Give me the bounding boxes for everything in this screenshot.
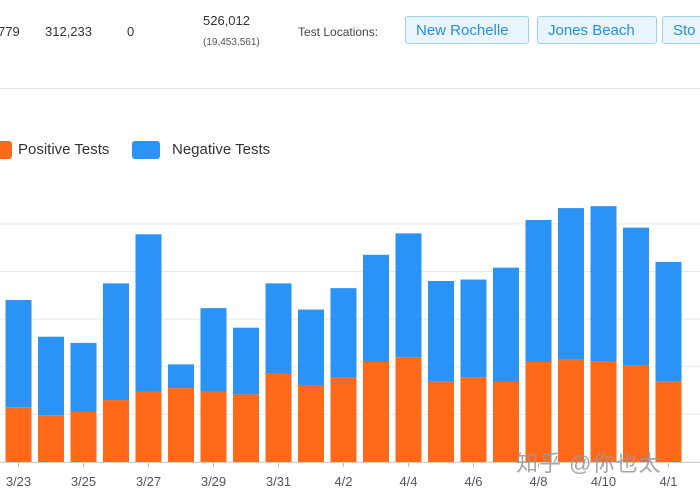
section-divider xyxy=(0,88,700,89)
bar-positive-4-4[interactable] xyxy=(395,357,422,462)
bar-negative-3-30[interactable] xyxy=(233,327,259,395)
bar-positive-4-7[interactable] xyxy=(493,381,519,462)
bar-positive-4-1[interactable] xyxy=(298,385,324,462)
bar-negative-3-27[interactable] xyxy=(135,234,162,392)
bar-negative-4-12[interactable] xyxy=(655,261,682,382)
x-tick-label: 3/27 xyxy=(136,474,161,489)
test-locations-label: Test Locations: xyxy=(298,25,379,39)
bar-negative-4-2[interactable] xyxy=(330,288,357,378)
stat-value-4: 526,012 xyxy=(203,13,250,28)
bar-positive-3-27[interactable] xyxy=(135,391,162,462)
bar-positive-4-12[interactable] xyxy=(655,381,682,462)
bar-positive-4-8[interactable] xyxy=(525,361,552,462)
watermark: 知乎 @你也太 xyxy=(516,451,662,476)
bar-negative-4-8[interactable] xyxy=(525,220,552,362)
stat-value-1: 779 xyxy=(0,24,20,39)
x-tick-label: 4/2 xyxy=(334,474,352,489)
bar-negative-4-7[interactable] xyxy=(493,267,519,382)
legend-label-negative[interactable]: Negative Tests xyxy=(172,141,271,158)
bar-positive-4-5[interactable] xyxy=(428,381,454,462)
legend-label-positive[interactable]: Positive Tests xyxy=(18,141,110,158)
x-axis-ticks: 3/23 3/25 3/27 3/29 3/31 4/2 4/4 4/6 4/8 4/10 4/1 xyxy=(6,462,678,489)
stacked-bar-chart: 3/23 3/25 3/27 3/29 3/31 4/2 4/4 4/6 4/8 4/10 4/1 xyxy=(0,206,700,489)
bars xyxy=(5,206,682,462)
legend-swatch-positive xyxy=(0,141,12,159)
bar-negative-3-26[interactable] xyxy=(103,283,129,401)
bar-negative-4-4[interactable] xyxy=(395,233,422,358)
bar-negative-4-10[interactable] xyxy=(590,206,617,362)
bar-positive-3-24[interactable] xyxy=(38,415,64,462)
bar-positive-3-25[interactable] xyxy=(70,411,97,462)
bar-negative-4-3[interactable] xyxy=(363,254,389,362)
x-tick-label: 3/29 xyxy=(201,474,226,489)
bar-negative-3-25[interactable] xyxy=(70,342,97,412)
x-tick-label: 4/8 xyxy=(529,474,547,489)
bar-positive-4-10[interactable] xyxy=(590,361,617,462)
location-sto-button[interactable]: Sto xyxy=(662,16,700,44)
location-new-rochelle-button[interactable]: New Rochelle xyxy=(405,16,529,44)
bar-positive-3-23[interactable] xyxy=(5,407,32,462)
stat-value-2: 312,233 xyxy=(45,24,92,39)
x-tick-label: 3/23 xyxy=(6,474,31,489)
x-tick-label: 3/31 xyxy=(266,474,291,489)
bar-negative-4-11[interactable] xyxy=(623,227,649,366)
stat-value-3: 0 xyxy=(127,24,135,39)
bar-negative-4-6[interactable] xyxy=(460,279,487,378)
bar-negative-4-5[interactable] xyxy=(428,280,454,382)
x-tick-label: 4/4 xyxy=(399,474,417,489)
bar-negative-3-28[interactable] xyxy=(168,364,194,389)
bar-negative-4-1[interactable] xyxy=(298,309,324,386)
x-tick-label: 4/6 xyxy=(464,474,482,489)
bar-negative-3-31[interactable] xyxy=(265,283,292,374)
bar-negative-3-24[interactable] xyxy=(38,336,64,416)
bar-negative-3-23[interactable] xyxy=(5,300,32,408)
x-tick-label: 3/25 xyxy=(71,474,96,489)
x-tick-label: 4/10 xyxy=(591,474,616,489)
bar-negative-4-9[interactable] xyxy=(558,208,584,360)
bar-positive-4-11[interactable] xyxy=(623,365,649,462)
bar-positive-3-30[interactable] xyxy=(233,394,259,462)
location-jones-beach-button[interactable]: Jones Beach xyxy=(537,16,657,44)
x-tick-label: 4/1 xyxy=(659,474,677,489)
bar-positive-3-29[interactable] xyxy=(200,391,227,462)
bar-positive-3-28[interactable] xyxy=(168,388,194,462)
bar-positive-4-6[interactable] xyxy=(460,377,487,462)
stats-bar: 779 312,233 0 526,012 (19,453,561) Test … xyxy=(0,0,700,64)
bar-positive-4-3[interactable] xyxy=(363,361,389,462)
bar-negative-3-29[interactable] xyxy=(200,308,227,392)
bar-positive-3-31[interactable] xyxy=(265,373,292,462)
bar-positive-4-9[interactable] xyxy=(558,359,584,462)
legend-swatch-negative xyxy=(132,141,160,159)
stat-subvalue-4: (19,453,561) xyxy=(203,37,260,48)
bar-positive-4-2[interactable] xyxy=(330,377,357,462)
bar-positive-3-26[interactable] xyxy=(103,400,129,462)
